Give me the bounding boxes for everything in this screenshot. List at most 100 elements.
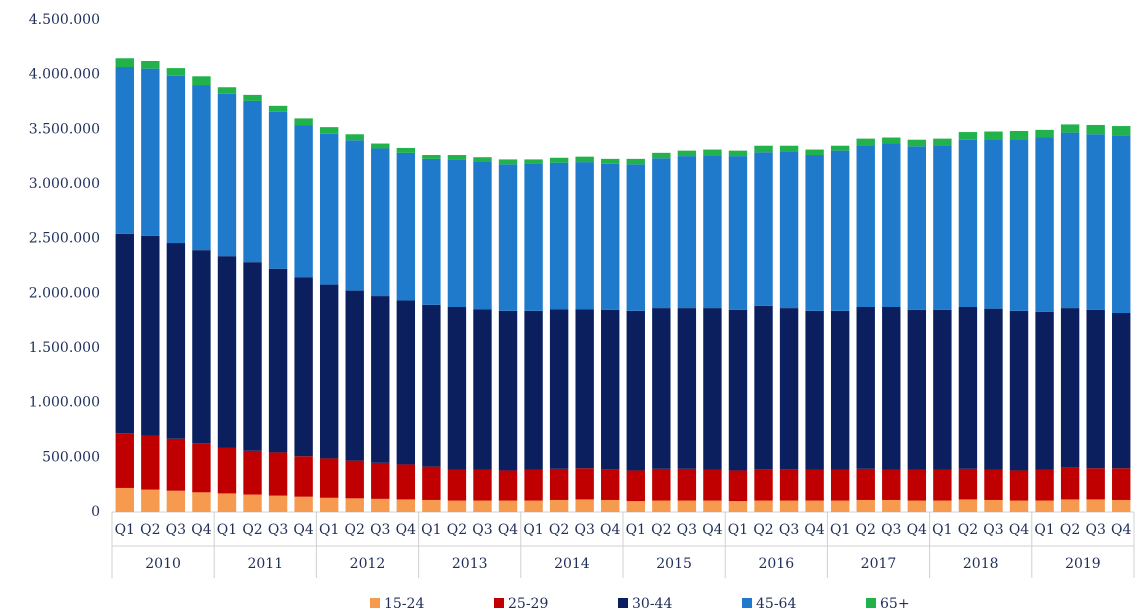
bar-segment — [115, 433, 134, 488]
x-tick-label: Q2 — [1060, 522, 1080, 538]
y-tick-label: 500.000 — [42, 449, 100, 465]
legend-label: 65+ — [880, 596, 910, 612]
y-tick-label: 1.500.000 — [29, 340, 100, 356]
bar-segment — [601, 163, 620, 310]
x-tick-label: Q3 — [1085, 522, 1105, 538]
y-tick-label: 3.500.000 — [29, 121, 100, 137]
bar-segment — [498, 164, 518, 311]
bar-segment — [754, 305, 773, 470]
bar-segment — [473, 157, 492, 162]
bar-segment — [371, 148, 390, 297]
bar-segment — [703, 469, 722, 501]
x-tick-label: Q1 — [1034, 522, 1054, 538]
x-tick-label: Q3 — [370, 522, 390, 538]
legend-swatch — [618, 598, 628, 608]
x-tick-label: Q4 — [191, 522, 211, 538]
bar-segment — [447, 500, 467, 512]
bar-segment — [626, 158, 645, 165]
x-tick-label: Q1 — [830, 522, 850, 538]
bar-segment — [1060, 124, 1080, 133]
bar-segment — [652, 308, 671, 469]
bar-segment — [243, 262, 262, 451]
bar-segment — [243, 94, 262, 101]
x-tick-label: Q1 — [421, 522, 441, 538]
bar-segment — [268, 268, 288, 453]
bar-segment — [447, 159, 467, 307]
legend-label: 30-44 — [632, 596, 672, 612]
bar-segment — [166, 243, 186, 439]
bar-segment — [856, 468, 875, 500]
x-tick-label: Q2 — [856, 522, 876, 538]
year-label: 2018 — [963, 556, 999, 572]
bar-segment — [345, 134, 364, 141]
bar-segment — [677, 308, 697, 469]
bar-segment — [345, 140, 364, 291]
bar-segment — [677, 500, 697, 512]
x-tick-label: Q2 — [140, 522, 160, 538]
bar-segment — [294, 118, 313, 126]
x-tick-label: Q1 — [932, 522, 952, 538]
y-tick-label: 1.000.000 — [29, 395, 100, 411]
bar-segment — [652, 500, 671, 512]
year-label: 2016 — [758, 556, 794, 572]
bar-segment — [882, 469, 901, 500]
bar-segment — [524, 500, 543, 512]
x-tick-label: Q2 — [242, 522, 262, 538]
bar-segment — [447, 469, 467, 501]
bar-segment — [268, 495, 288, 512]
bar-segment — [1035, 500, 1054, 512]
bar-segment — [192, 443, 211, 493]
bar-segment — [830, 150, 850, 311]
x-tick-label: Q3 — [472, 522, 492, 538]
bar-segment — [1060, 132, 1080, 309]
bar-segment — [396, 464, 416, 500]
x-tick-label: Q2 — [958, 522, 978, 538]
bar-segment — [498, 500, 518, 512]
bar-segment — [371, 143, 390, 149]
bar-segment — [473, 500, 492, 512]
legend-swatch — [742, 598, 752, 608]
bar-segment — [115, 58, 134, 68]
bar-segment — [1112, 499, 1131, 512]
bar-segment — [1009, 130, 1029, 140]
bar-segment — [319, 458, 339, 498]
x-tick-label: Q1 — [319, 522, 339, 538]
bar-segment — [907, 469, 927, 501]
year-label: 2013 — [452, 556, 488, 572]
bar-segment — [243, 494, 262, 512]
bar-segment — [958, 499, 978, 512]
bar-segment — [243, 450, 262, 495]
bar-segment — [830, 469, 850, 501]
bar-segment — [805, 149, 824, 156]
bar-segment — [754, 500, 773, 512]
bar-segment — [396, 499, 416, 512]
bar-segment — [1035, 129, 1054, 138]
bar-segment — [1009, 470, 1029, 501]
bar-segment — [115, 487, 134, 512]
x-tick-label: Q4 — [1009, 522, 1029, 538]
bar-segment — [319, 497, 339, 512]
bar-segment — [805, 500, 824, 512]
x-tick-label: Q2 — [549, 522, 569, 538]
x-tick-label: Q3 — [983, 522, 1003, 538]
x-tick-label: Q1 — [115, 522, 135, 538]
bar-segment — [575, 309, 594, 469]
bar-segment — [984, 469, 1003, 500]
bar-segment — [1086, 309, 1105, 469]
legend-swatch — [370, 598, 380, 608]
bar-segment — [549, 162, 569, 310]
bar-segment — [294, 277, 313, 457]
bar-segment — [447, 155, 467, 160]
x-tick-label: Q3 — [779, 522, 799, 538]
bar-segment — [396, 152, 416, 301]
bar-segment — [192, 492, 211, 512]
bar-segment — [268, 105, 288, 112]
bar-segment — [728, 150, 748, 157]
bar-segment — [524, 469, 543, 501]
bar-segment — [626, 501, 645, 512]
year-label: 2010 — [145, 556, 181, 572]
x-tick-label: Q1 — [217, 522, 237, 538]
bar-segment — [371, 498, 390, 512]
x-tick-label: Q2 — [447, 522, 467, 538]
